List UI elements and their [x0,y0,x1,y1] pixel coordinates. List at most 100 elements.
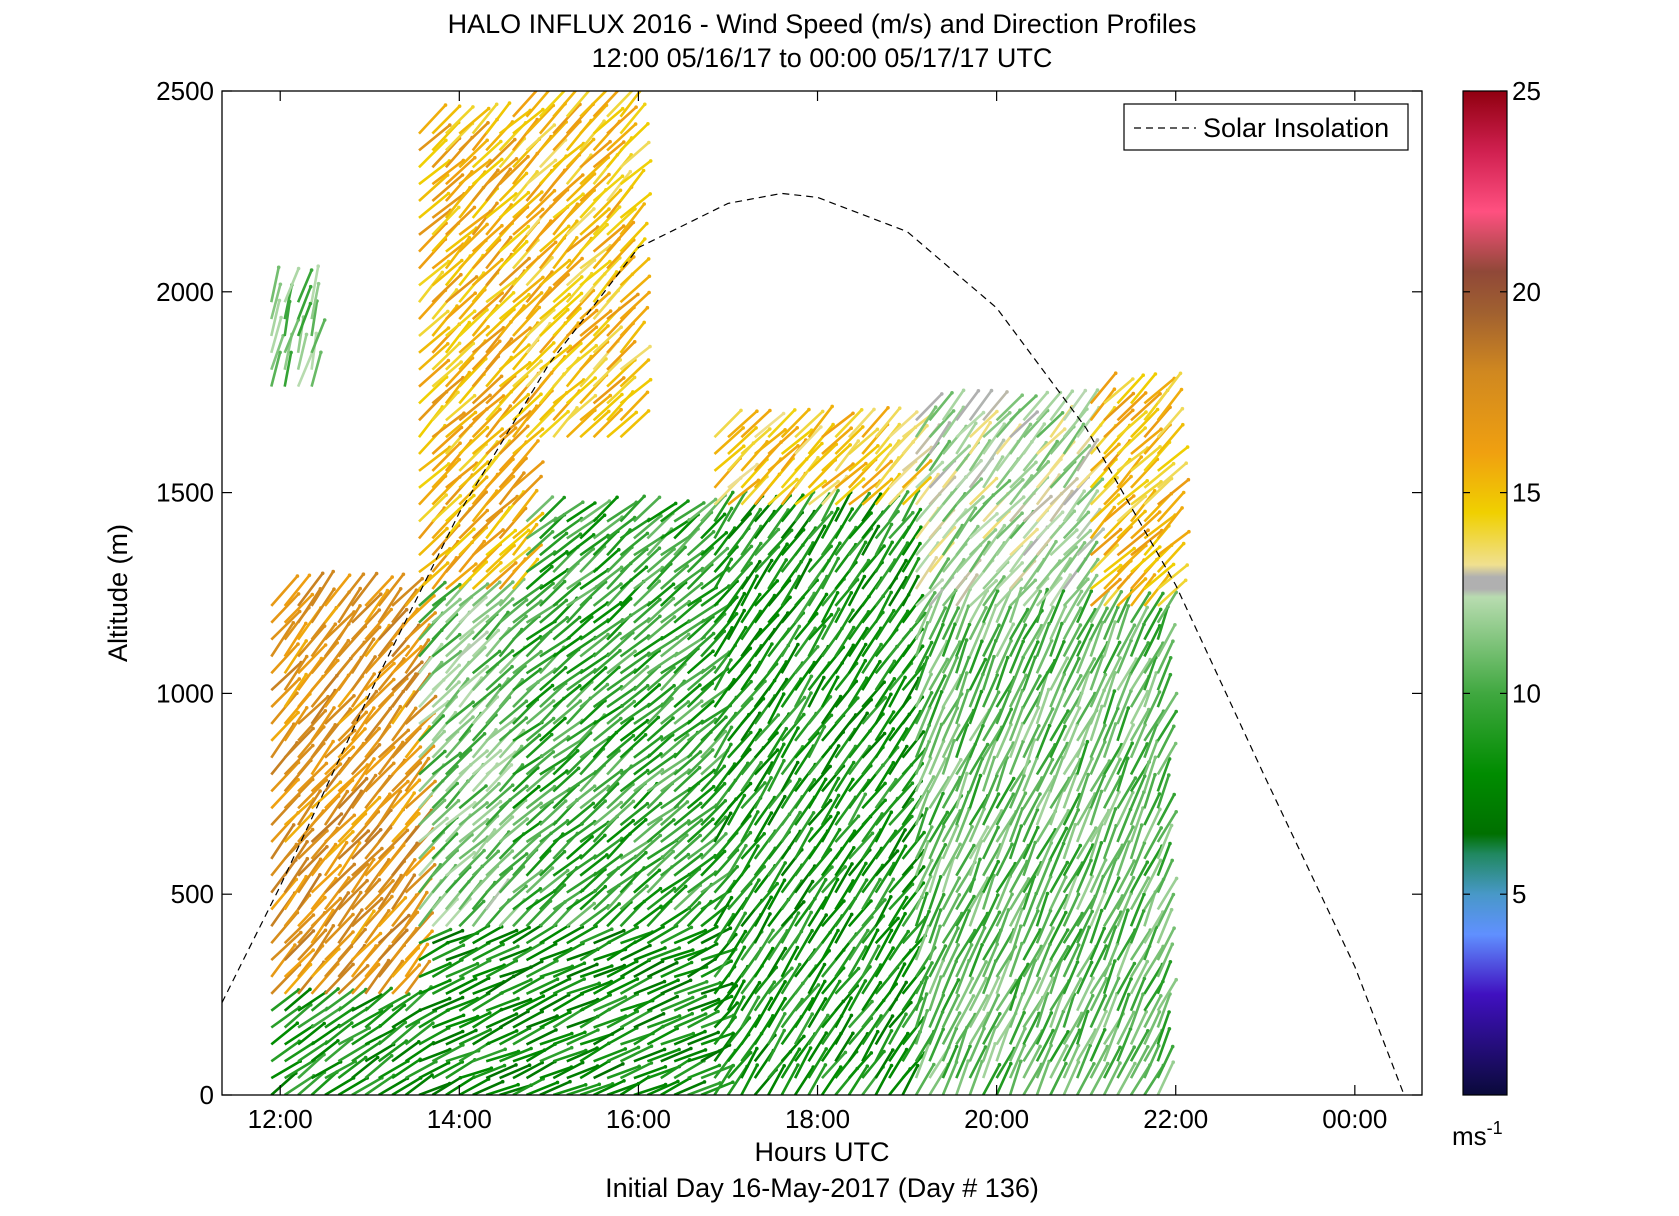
wind-barb [646,512,674,540]
wind-barb-tip [446,191,451,196]
wind-barb-tip [580,256,584,261]
wind-barb [633,735,663,759]
wind-barb-tip [955,655,959,660]
wind-barb [982,391,1008,422]
wind-barb [485,1012,518,1029]
wind-barb [283,778,314,810]
wind-barb-tip [730,981,734,986]
wind-barb [283,813,313,843]
wind-barb-tip [904,980,908,985]
wind-barb-tip [311,948,316,952]
wind-barb-tip [878,980,883,985]
wind-barb [834,592,853,624]
wind-barb [525,800,553,827]
wind-barb [579,260,611,287]
wind-barb [283,949,315,978]
wind-barb-tip [771,928,775,933]
wind-barb-tip [430,929,434,933]
wind-barb [606,1065,640,1080]
wind-barb [807,714,833,742]
wind-barb [364,1074,395,1095]
wind-barb [807,1014,829,1046]
wind-barb [525,159,557,186]
wind-barb [350,626,381,658]
wind-barb [713,627,734,658]
wind-barb [283,963,312,995]
wind-barb [445,1015,479,1029]
wind-barb-tip [842,899,846,903]
wind-barb [538,580,566,607]
wind-barb [1035,640,1053,674]
wind-barb-tip [562,495,566,500]
wind-barb [888,1048,908,1079]
wind-barb-tip [905,744,909,749]
wind-barb [941,1045,958,1079]
wind-barb-tip [823,997,828,1001]
wind-barb [767,529,793,557]
wind-barb [753,510,776,540]
wind-barb [525,256,553,287]
wind-barb [1022,929,1042,961]
wind-barb-tip [837,827,842,832]
wind-barb-tip [957,876,961,880]
wind-barb [981,656,996,691]
wind-barb-tip [722,849,727,854]
wind-barb [968,808,986,843]
wind-barb [660,720,691,742]
wind-barb [566,770,597,793]
wind-barb-tip [988,420,992,425]
wind-barb-tip [849,912,854,917]
wind-barb-tip [820,409,825,414]
wind-barb-tip [782,742,786,747]
wind-barb-tip [742,444,746,449]
wind-barb [968,961,988,995]
wind-barb-tip [782,878,787,882]
wind-barb-tip [445,561,450,565]
wind-barb-tip [943,606,947,610]
wind-barb [364,589,389,624]
wind-barb-tip [583,1030,587,1035]
wind-barb-tip [796,642,800,647]
wind-barb [458,583,489,607]
wind-barb [726,627,747,658]
wind-barb-tip [539,474,543,479]
wind-barb-tip [927,909,931,914]
wind-barb-tip [550,866,555,870]
wind-barb [794,645,819,675]
wind-barb [525,821,557,844]
wind-barb-tip [641,168,646,173]
wind-barb [914,791,930,826]
wind-barb [283,727,315,759]
wind-barb [579,104,608,135]
wind-barb [955,390,980,422]
wind-barb [592,206,621,236]
wind-barb [780,761,799,793]
wind-barb [660,753,692,776]
wind-barb-tip [511,580,515,584]
wind-barb [914,859,933,894]
wind-barb [1008,723,1024,759]
wind-barb-tip [377,625,382,629]
wind-barb [337,863,369,894]
wind-barb-tip [1065,928,1070,932]
wind-barb [1008,825,1023,860]
wind-barb [619,601,651,624]
wind-barb [982,561,1009,590]
wind-barb-tip [485,138,490,143]
wind-barb-tip [412,873,417,877]
wind-barb-tip [582,977,586,981]
wind-barb-tip [360,908,364,912]
wind-barb [941,995,960,1029]
wind-barb-tip [593,393,598,398]
wind-barb-tip [889,928,894,933]
wind-barb [807,480,839,506]
wind-barb [512,1048,546,1063]
wind-barb [391,746,422,776]
wind-barb [391,661,423,692]
wind-barb [579,310,612,338]
wind-barb [780,727,800,759]
wind-barb-tip [346,891,351,895]
wind-barb-tip [605,682,610,687]
wind-barb [646,961,678,979]
wind-barb [753,749,779,776]
